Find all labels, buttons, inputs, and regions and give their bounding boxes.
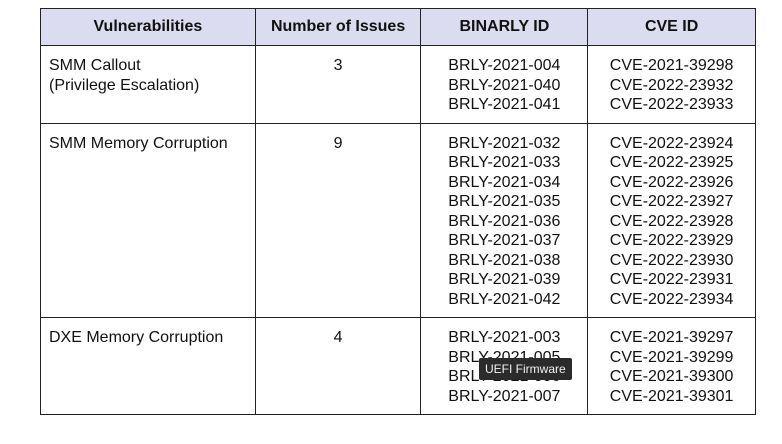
vulnerability-cell-line: (Privilege Escalation): [49, 76, 200, 94]
cve-id-cell: CVE-2021-39297 CVE-2021-39299 CVE-2021-393…: [587, 317, 756, 415]
header-cve-id: CVE ID: [587, 8, 756, 46]
table-row: DXE Memory Corruption 4 BRLY-2021-003 BRLY-…: [40, 317, 756, 415]
cve-id-cell-line: CVE-2022-23927: [609, 193, 734, 210]
binarly-id-cell-line: BRLY-2021-041: [448, 96, 561, 113]
binarly-id-cell-line: BRLY-2021-004: [448, 57, 561, 74]
cve-id-cell-line: CVE-2022-23930: [609, 251, 734, 269]
binarly-id-cell-line: BRLY-2021-033: [448, 154, 561, 171]
header-vulnerabilities: Vulnerabilities: [40, 8, 256, 46]
header-number-of-issues: Number of Issues: [254, 8, 422, 46]
vulnerability-cell: SMM Memory Corruption: [40, 122, 256, 318]
cve-id-cell-line: CVE-2021-39298: [609, 57, 734, 74]
vulnerability-table: Vulnerabilities Number of Issues BINARLY…: [40, 8, 756, 415]
binarly-id-cell-line: BRLY-2021-040: [448, 76, 561, 94]
cve-id-cell: CVE-2022-23924 CVE-2022-23925 CVE-2022-239…: [587, 122, 756, 318]
cve-id-cell-line: CVE-2022-23933: [609, 96, 734, 113]
vulnerability-cell-line: DXE Memory Corruption: [49, 329, 224, 346]
cve-id-cell: CVE-2021-39298 CVE-2022-23932 CVE-2022-239…: [587, 45, 756, 124]
table-row: SMM Memory Corruption 9 BRLY-2021-032 BRLY-…: [40, 122, 756, 318]
binarly-id-cell-line: BRLY-2021-042: [448, 290, 561, 308]
cve-id-cell-line: CVE-2021-39299: [609, 348, 734, 366]
cve-id-cell-line: CVE-2022-23929: [609, 232, 734, 249]
cve-id-cell-line: CVE-2021-39301: [609, 387, 734, 405]
binarly-id-cell: BRLY-2021-004 BRLY-2021-040 BRLY-2021-041: [420, 45, 589, 124]
header-row: Vulnerabilities Number of Issues BINARLY…: [40, 8, 756, 46]
binarly-id-cell: BRLY-2021-032 BRLY-2021-033 BRLY-2021-034 B…: [420, 122, 589, 318]
table-row: SMM Callout (Privilege Escalation) 3 BRLY-2…: [40, 45, 756, 124]
cve-id-cell-line: CVE-2022-23932: [609, 76, 734, 94]
binarly-id-cell-line: BRLY-2021-039: [448, 271, 561, 288]
binarly-id-cell-line: BRLY-2021-032: [448, 134, 561, 152]
issue-count-cell: 3: [254, 45, 422, 124]
binarly-id-cell-line: BRLY-2021-038: [448, 251, 561, 269]
vulnerability-cell: SMM Callout (Privilege Escalation): [40, 45, 256, 124]
binarly-id-cell-line: BRLY-2021-037: [448, 232, 561, 249]
issue-count-cell: 4: [254, 317, 422, 415]
binarly-id-cell-line: BRLY-2021-003: [448, 329, 561, 346]
cve-id-cell-line: CVE-2022-23926: [609, 173, 734, 191]
issue-count-cell: 9: [254, 122, 422, 318]
cve-id-cell-line: CVE-2022-23925: [609, 154, 734, 171]
cve-id-cell-line: CVE-2022-23934: [609, 290, 734, 308]
binarly-id-cell-line: BRLY-2021-036: [448, 212, 561, 230]
cve-id-cell-line: CVE-2021-39297: [609, 329, 734, 346]
cve-id-cell-line: CVE-2021-39300: [609, 368, 734, 385]
cve-id-cell-line: CVE-2022-23928: [609, 212, 734, 230]
tooltip: UEFI Firmware: [479, 358, 572, 380]
table-header: Vulnerabilities Number of Issues BINARLY…: [40, 8, 756, 46]
cve-id-cell-line: CVE-2022-23931: [609, 271, 734, 288]
table-body: SMM Callout (Privilege Escalation) 3 BRLY-2…: [40, 45, 756, 415]
binarly-id-cell-line: BRLY-2021-034: [448, 173, 561, 191]
binarly-id-cell-line: BRLY-2021-007: [448, 387, 561, 405]
binarly-id-cell-line: BRLY-2021-035: [448, 193, 561, 210]
cve-id-cell-line: CVE-2022-23924: [609, 134, 734, 152]
vulnerability-cell-line: SMM Callout: [49, 57, 141, 74]
vulnerability-cell-line: SMM Memory Corruption: [49, 134, 228, 152]
vulnerability-cell: DXE Memory Corruption: [40, 317, 256, 415]
header-binarly-id: BINARLY ID: [420, 8, 589, 46]
